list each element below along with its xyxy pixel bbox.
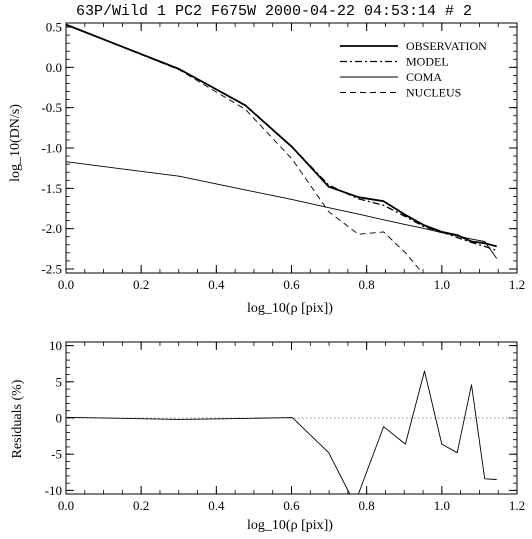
legend-label-model: MODEL [406,55,449,69]
x-tick-label: 0.6 [283,498,300,513]
top-x-axis-label: log_10(ρ [pix]) [247,301,333,316]
series-line-coma [66,161,498,259]
x-tick-label: 0.8 [359,498,375,513]
top-y-axis-label: log_10(DN/s) [8,104,23,182]
x-tick-label: 0.4 [208,277,225,292]
y-tick-label: 0 [56,411,63,426]
y-tick-label: -1.5 [41,181,62,196]
legend-label-observation: OBSERVATION [406,39,487,53]
y-tick-label: -10 [45,483,62,498]
x-tick-label: 0.6 [283,277,300,292]
y-tick-label: -1.0 [41,141,62,156]
series-line-observation [66,23,497,248]
y-tick-label: -5 [51,447,62,462]
y-tick-label: 0.0 [46,60,62,75]
y-tick-label: 5 [56,374,63,389]
x-tick-label: 0.0 [58,277,74,292]
bottom-plot: 0.0 0.2 0.4 0.6 0.8 1.0 1.2 10 5 0 -5 -10 [45,338,525,513]
x-tick-label: 1.2 [509,277,525,292]
x-tick-label: 0.0 [58,498,74,513]
y-tick-label: 0.5 [46,20,62,35]
x-tick-label: 0.8 [359,277,375,292]
legend-label-nucleus: NUCLEUS [406,86,461,100]
series-line-nucleus [66,24,424,273]
legend-label-coma: COMA [406,70,442,84]
x-tick-label: 0.2 [133,277,149,292]
x-tick-label: 0.2 [133,498,149,513]
chart-title: 63P/Wild 1 PC2 F675W 2000-04-22 04:53:14… [76,3,472,20]
x-tick-label: 0.4 [208,498,225,513]
y-tick-label: 10 [49,338,62,353]
top-plot: 0.0 0.2 0.4 0.6 0.8 1.0 1.2 0.5 0.0 -0.5 -1.0 -1.5 -… [41,20,525,292]
x-tick-label: 1.0 [434,277,450,292]
y-tick-label: -2.5 [41,261,62,276]
x-tick-label: 1.0 [434,498,450,513]
x-tick-label: 1.2 [509,498,525,513]
plot-frame [65,22,518,274]
series-line-residuals [66,370,497,494]
y-tick-label: -0.5 [41,100,62,115]
y-tick-label: -2.0 [41,221,62,236]
bottom-x-axis-label: log_10(ρ [pix]) [247,518,333,533]
bottom-y-axis-label: Residuals (%) [10,379,25,458]
